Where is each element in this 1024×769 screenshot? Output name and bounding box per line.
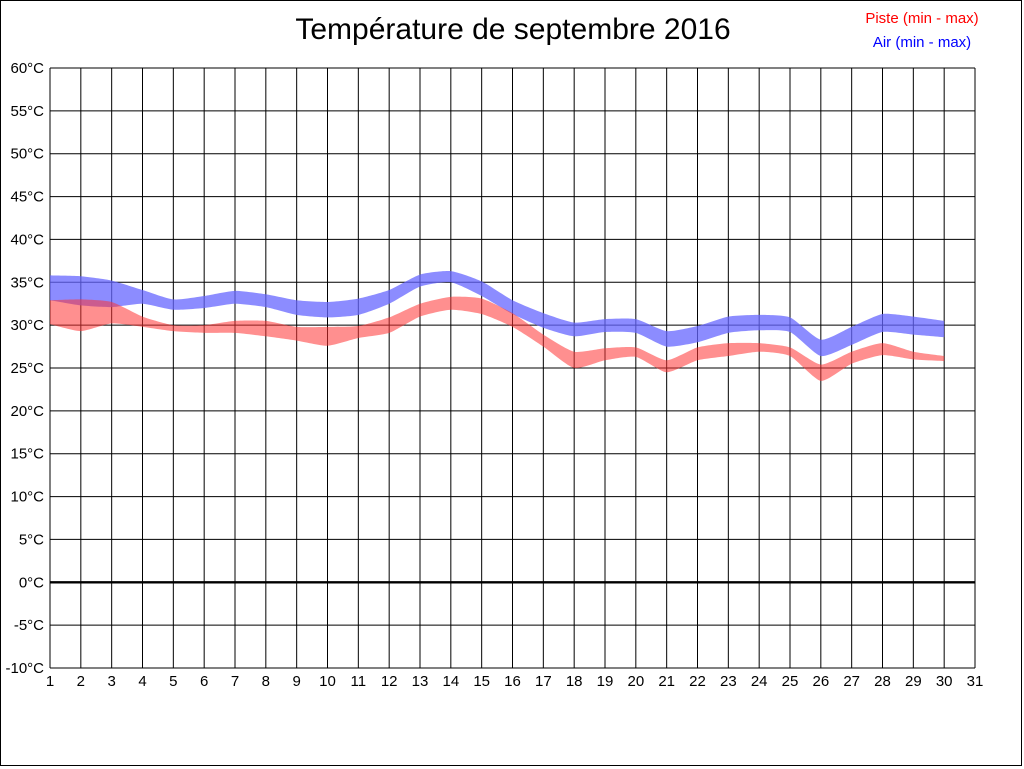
svg-text:17: 17 — [535, 673, 552, 690]
svg-text:7: 7 — [231, 673, 239, 690]
svg-text:12: 12 — [381, 673, 398, 690]
svg-text:14: 14 — [442, 673, 459, 690]
svg-text:22: 22 — [689, 673, 706, 690]
svg-text:24: 24 — [751, 673, 768, 690]
svg-text:50°C: 50°C — [10, 146, 44, 163]
svg-text:45°C: 45°C — [10, 189, 44, 206]
svg-text:-5°C: -5°C — [14, 617, 44, 634]
svg-text:35°C: 35°C — [10, 274, 44, 291]
svg-text:20: 20 — [627, 673, 644, 690]
svg-text:2: 2 — [77, 673, 85, 690]
svg-text:4: 4 — [138, 673, 146, 690]
svg-text:13: 13 — [412, 673, 429, 690]
svg-text:25: 25 — [782, 673, 799, 690]
svg-text:-10°C: -10°C — [5, 660, 44, 677]
svg-text:9: 9 — [292, 673, 300, 690]
svg-text:19: 19 — [597, 673, 614, 690]
svg-text:11: 11 — [351, 673, 367, 690]
svg-text:10: 10 — [319, 673, 336, 690]
svg-text:21: 21 — [658, 673, 675, 690]
svg-text:6: 6 — [200, 673, 208, 690]
svg-text:1: 1 — [46, 673, 54, 690]
svg-text:27: 27 — [843, 673, 860, 690]
svg-text:31: 31 — [967, 673, 984, 690]
svg-text:23: 23 — [720, 673, 737, 690]
svg-text:0°C: 0°C — [19, 574, 44, 591]
svg-text:20°C: 20°C — [10, 403, 44, 420]
svg-text:5: 5 — [169, 673, 177, 690]
svg-text:29: 29 — [905, 673, 922, 690]
svg-text:40°C: 40°C — [10, 231, 44, 248]
svg-text:30: 30 — [936, 673, 953, 690]
svg-text:28: 28 — [874, 673, 891, 690]
svg-text:25°C: 25°C — [10, 360, 44, 377]
svg-text:55°C: 55°C — [10, 103, 44, 120]
svg-text:5°C: 5°C — [19, 531, 44, 548]
svg-text:60°C: 60°C — [10, 60, 44, 77]
svg-text:8: 8 — [262, 673, 270, 690]
svg-text:15°C: 15°C — [10, 446, 44, 463]
svg-text:15: 15 — [473, 673, 490, 690]
svg-text:18: 18 — [566, 673, 583, 690]
svg-text:30°C: 30°C — [10, 317, 44, 334]
svg-text:10°C: 10°C — [10, 489, 44, 506]
svg-text:16: 16 — [504, 673, 521, 690]
svg-text:3: 3 — [107, 673, 115, 690]
svg-text:26: 26 — [812, 673, 829, 690]
